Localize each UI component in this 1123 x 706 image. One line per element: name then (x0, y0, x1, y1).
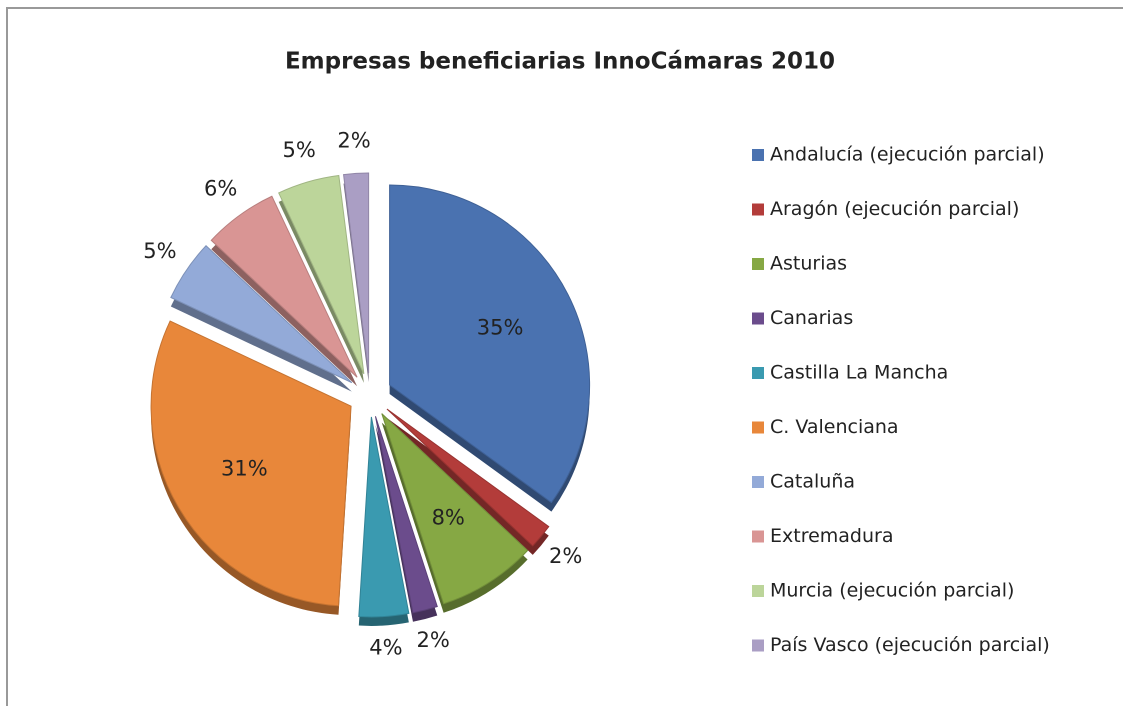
legend-swatch (752, 530, 764, 543)
legend-label: Asturias (770, 253, 847, 275)
legend-label: Aragón (ejecución parcial) (770, 198, 1019, 220)
slice (386, 408, 550, 547)
frame (6, 7, 1123, 706)
data-label: 6% (204, 177, 237, 201)
legend-label: Castilla La Mancha (770, 362, 948, 384)
legend-swatch (752, 585, 764, 597)
chart-title: Empresas beneficiarias InnoCámaras 2010 (285, 49, 835, 75)
slice (381, 413, 529, 605)
legend-swatch (752, 149, 764, 161)
slice (278, 174, 365, 375)
slice (210, 195, 358, 378)
data-label: 4% (369, 635, 402, 659)
slice (358, 416, 410, 618)
slice (374, 416, 438, 614)
legend-swatch (752, 258, 764, 270)
legend-swatch (752, 639, 764, 652)
slice (150, 320, 352, 607)
legend-label: C. Valenciana (770, 416, 899, 438)
data-label: 35% (477, 316, 524, 340)
legend-label: Cataluña (770, 471, 855, 493)
data-label: 8% (432, 505, 465, 529)
data-label: 2% (337, 129, 370, 153)
legend-label: Andalucía (ejecución parcial) (770, 144, 1045, 166)
data-label: 31% (221, 456, 268, 480)
data-label: 2% (417, 628, 450, 652)
legend-swatch (752, 312, 764, 325)
legend-label: Canarias (770, 307, 853, 329)
slice (389, 184, 591, 504)
legend-swatch (752, 476, 764, 488)
legend-label: Extremadura (770, 525, 894, 547)
data-label: 5% (143, 239, 176, 263)
legend-swatch (752, 203, 764, 216)
legend-swatch (752, 421, 764, 434)
data-label: 5% (282, 138, 315, 162)
legend-label: Murcia (ejecución parcial) (770, 580, 1014, 602)
legend-swatch (752, 367, 764, 379)
data-label: 2% (549, 544, 582, 568)
slice (170, 245, 353, 384)
legend-label: País Vasco (ejecución parcial) (770, 634, 1050, 656)
slice (342, 172, 370, 374)
